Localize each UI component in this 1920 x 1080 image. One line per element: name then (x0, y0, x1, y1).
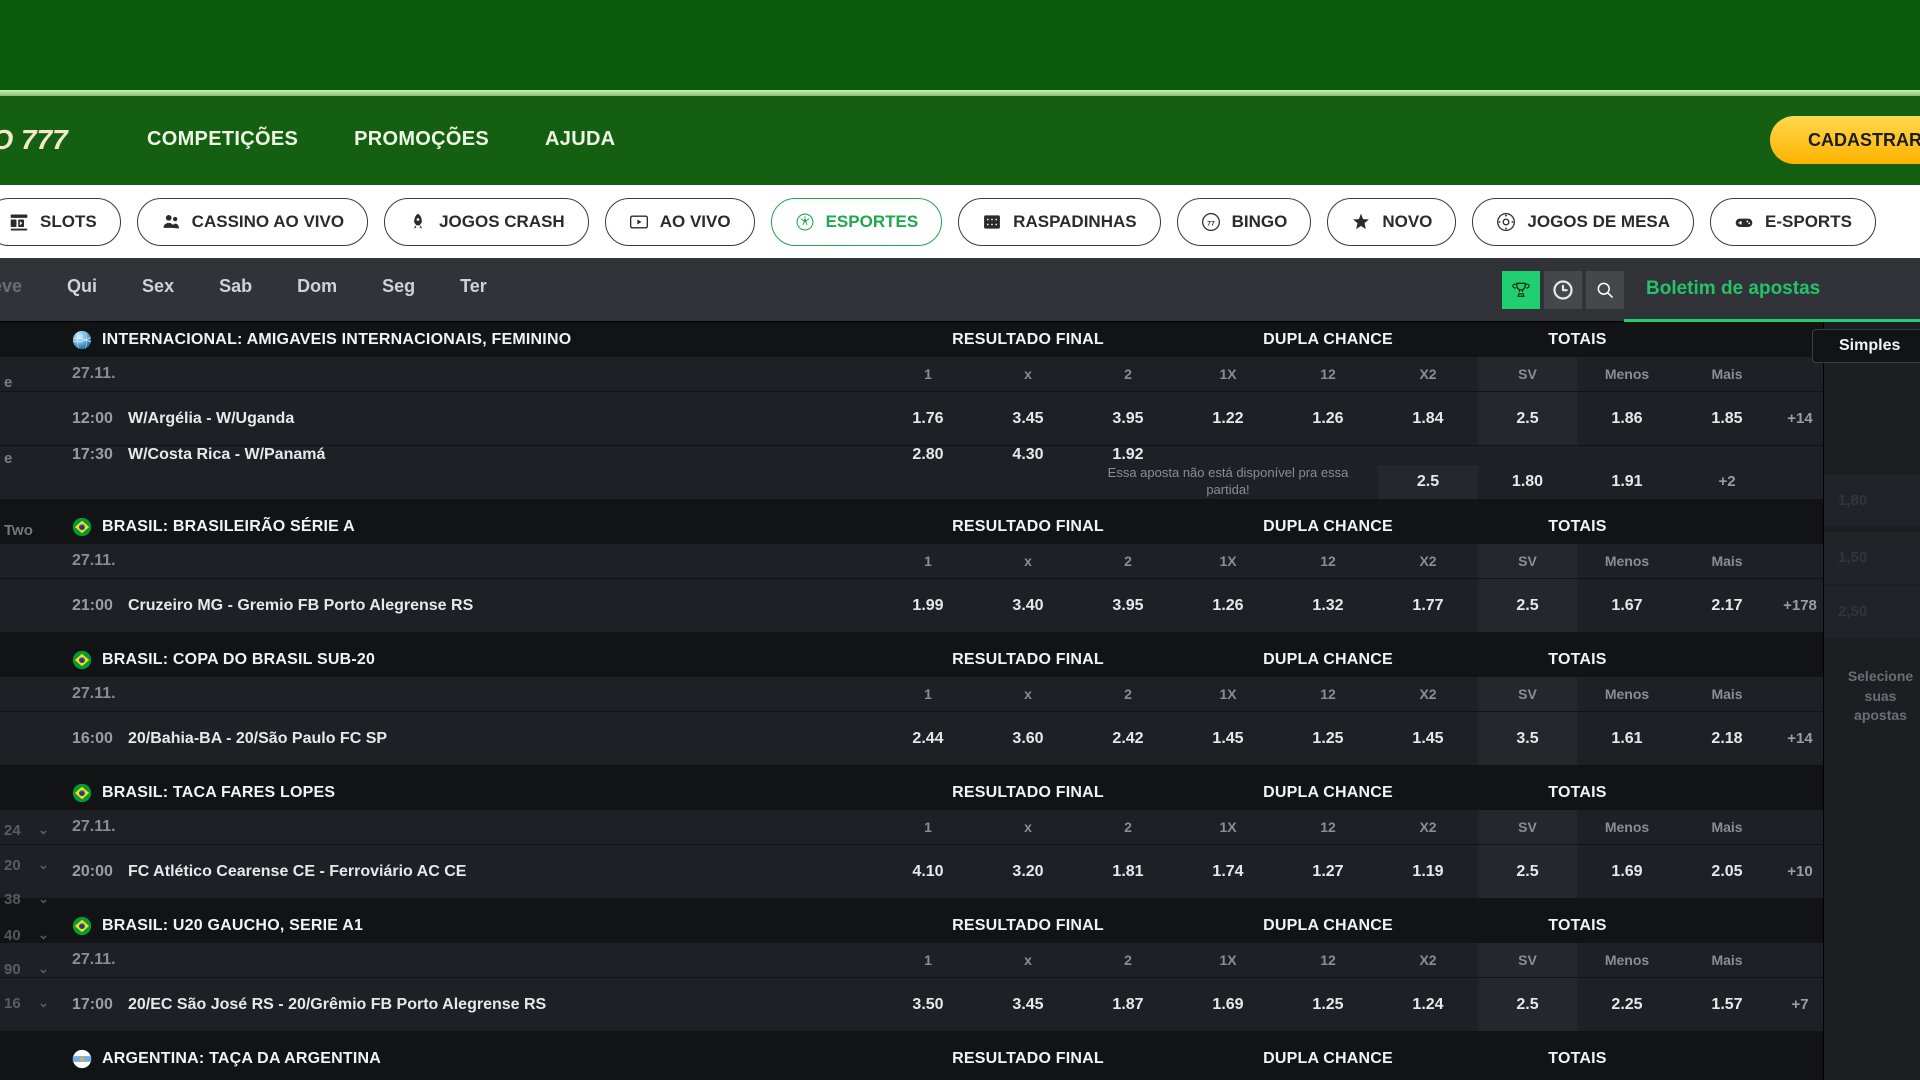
svg-text:77: 77 (1207, 220, 1215, 227)
